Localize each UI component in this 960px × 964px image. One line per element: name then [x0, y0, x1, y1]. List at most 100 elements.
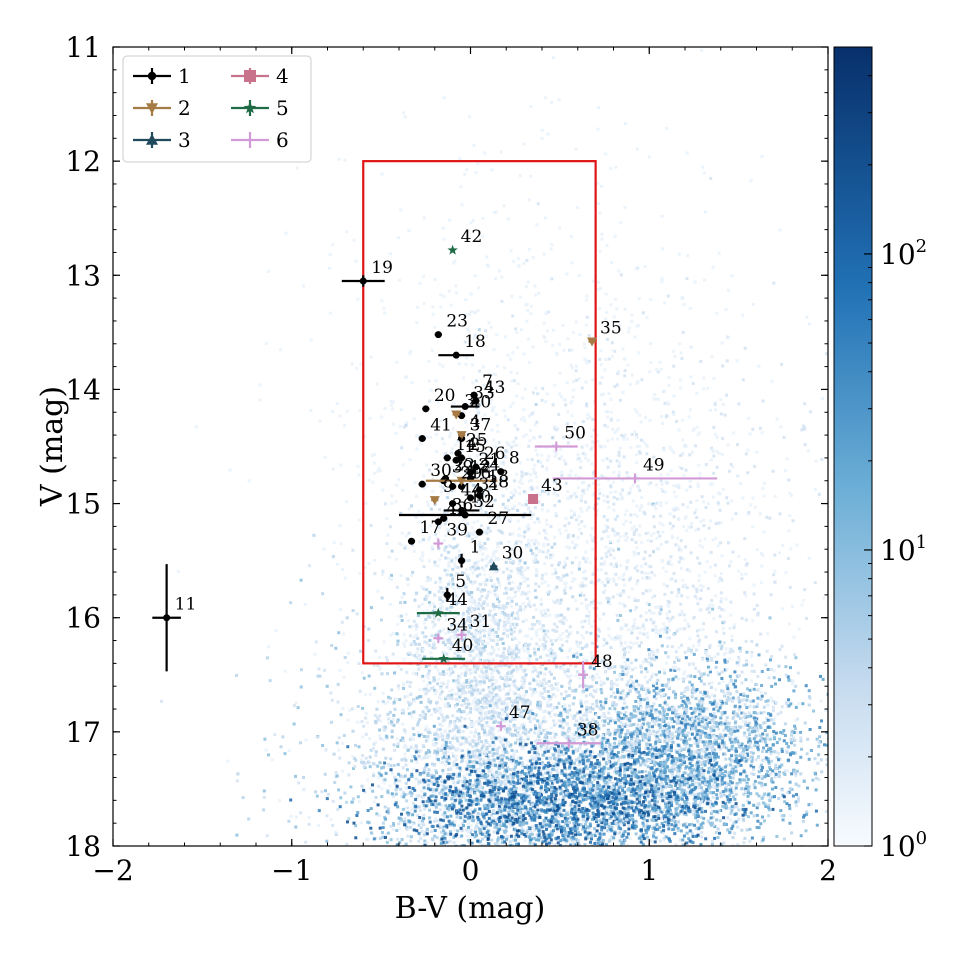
density-cell [719, 809, 723, 812]
density-cell [521, 620, 525, 623]
density-cell [479, 786, 483, 790]
density-cell [405, 577, 409, 581]
density-cell [454, 556, 458, 560]
density-cell [472, 699, 476, 703]
density-cell [541, 720, 545, 723]
density-cell [397, 684, 400, 688]
density-cell [619, 756, 623, 760]
density-cell [514, 726, 518, 730]
density-cell [505, 834, 509, 838]
density-cell [268, 679, 272, 683]
density-cell [452, 537, 456, 541]
density-cell [499, 659, 503, 663]
density-cell [495, 711, 499, 715]
density-cell [540, 757, 544, 761]
density-cell [373, 762, 377, 766]
density-cell [506, 577, 510, 581]
density-cell [457, 725, 461, 729]
density-cell [362, 765, 366, 769]
density-cell [420, 649, 424, 653]
density-cell [687, 647, 691, 651]
density-cell [696, 821, 700, 825]
density-cell [440, 830, 444, 834]
density-cell [510, 814, 514, 818]
density-cell [509, 780, 513, 784]
density-cell [505, 713, 509, 717]
density-cell [512, 690, 516, 694]
density-cell [496, 597, 499, 601]
density-cell [511, 682, 515, 686]
density-cell [618, 698, 622, 702]
density-cell [524, 643, 528, 647]
density-cell [550, 545, 554, 549]
density-cell [621, 779, 625, 783]
density-cell [520, 699, 524, 703]
density-cell [501, 477, 505, 481]
density-cell [578, 641, 582, 645]
density-cell [504, 702, 508, 706]
density-cell [465, 834, 469, 838]
density-cell [512, 753, 516, 757]
density-cell [558, 724, 562, 728]
density-cell [557, 499, 561, 503]
density-cell [528, 660, 531, 663]
density-cell [527, 600, 531, 604]
density-cell [770, 655, 774, 658]
density-cell [581, 719, 585, 723]
density-cell [400, 614, 403, 618]
density-cell [581, 690, 585, 694]
density-cell [406, 700, 410, 704]
density-cell [483, 644, 487, 648]
density-cell [756, 696, 760, 700]
density-cell [526, 698, 530, 702]
density-cell [432, 676, 436, 680]
density-cell [551, 436, 555, 440]
density-cell [569, 767, 573, 771]
density-cell [504, 778, 508, 782]
density-cell [381, 835, 385, 839]
density-cell [491, 515, 495, 519]
density-cell [458, 596, 462, 600]
density-cell [478, 691, 482, 695]
density-cell [465, 668, 469, 672]
density-cell [617, 547, 621, 551]
density-cell [470, 596, 474, 599]
density-cell [517, 714, 521, 718]
density-cell [399, 738, 403, 742]
density-cell [518, 787, 522, 791]
density-cell [509, 496, 513, 500]
density-cell [475, 652, 479, 656]
density-cell [583, 730, 587, 734]
density-cell [658, 765, 662, 769]
density-cell [400, 758, 404, 762]
density-cell [409, 349, 413, 353]
density-cell [431, 477, 435, 481]
density-cell [418, 540, 422, 544]
density-cell [793, 751, 797, 755]
density-cell [677, 667, 681, 671]
density-cell [428, 808, 432, 812]
density-cell [405, 694, 409, 698]
density-cell [600, 753, 604, 756]
density-cell [454, 724, 458, 728]
density-cell [677, 646, 681, 650]
density-cell [494, 622, 498, 626]
density-cell [471, 745, 475, 749]
density-cell [523, 530, 527, 534]
density-cell [569, 770, 573, 774]
density-cell [441, 651, 445, 655]
density-cell [483, 648, 487, 652]
density-cell [418, 809, 422, 812]
density-cell [452, 809, 456, 813]
density-cell [439, 734, 443, 738]
density-cell [451, 582, 455, 586]
density-cell [485, 578, 489, 582]
density-cell [626, 658, 630, 662]
density-cell [557, 844, 561, 846]
density-cell [728, 627, 732, 630]
density-cell [522, 686, 525, 690]
density-cell [478, 403, 482, 407]
density-cell [466, 616, 470, 619]
density-cell [423, 715, 427, 719]
density-cell [420, 771, 424, 775]
